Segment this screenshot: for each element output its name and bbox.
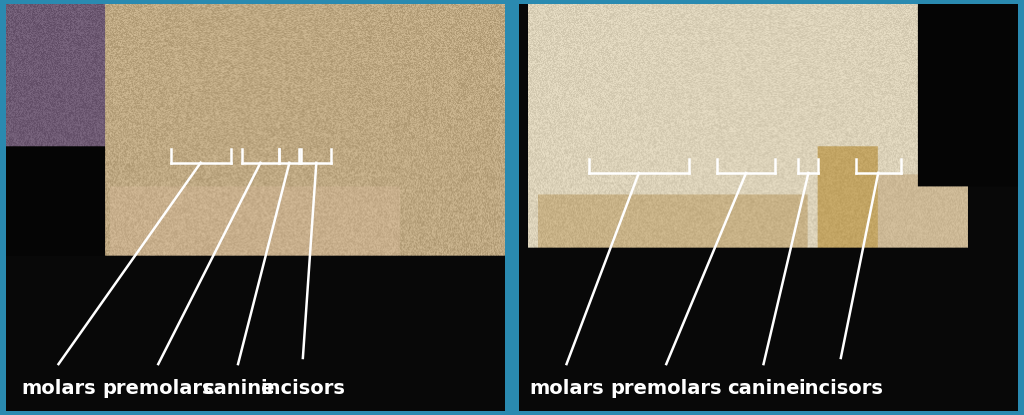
Text: molars: molars: [529, 379, 604, 398]
Text: incisors: incisors: [260, 379, 345, 398]
Text: canine: canine: [202, 379, 274, 398]
Text: canine: canine: [727, 379, 800, 398]
Text: premolars: premolars: [610, 379, 722, 398]
Text: molars: molars: [22, 379, 96, 398]
Text: premolars: premolars: [102, 379, 214, 398]
Text: incisors: incisors: [799, 379, 884, 398]
